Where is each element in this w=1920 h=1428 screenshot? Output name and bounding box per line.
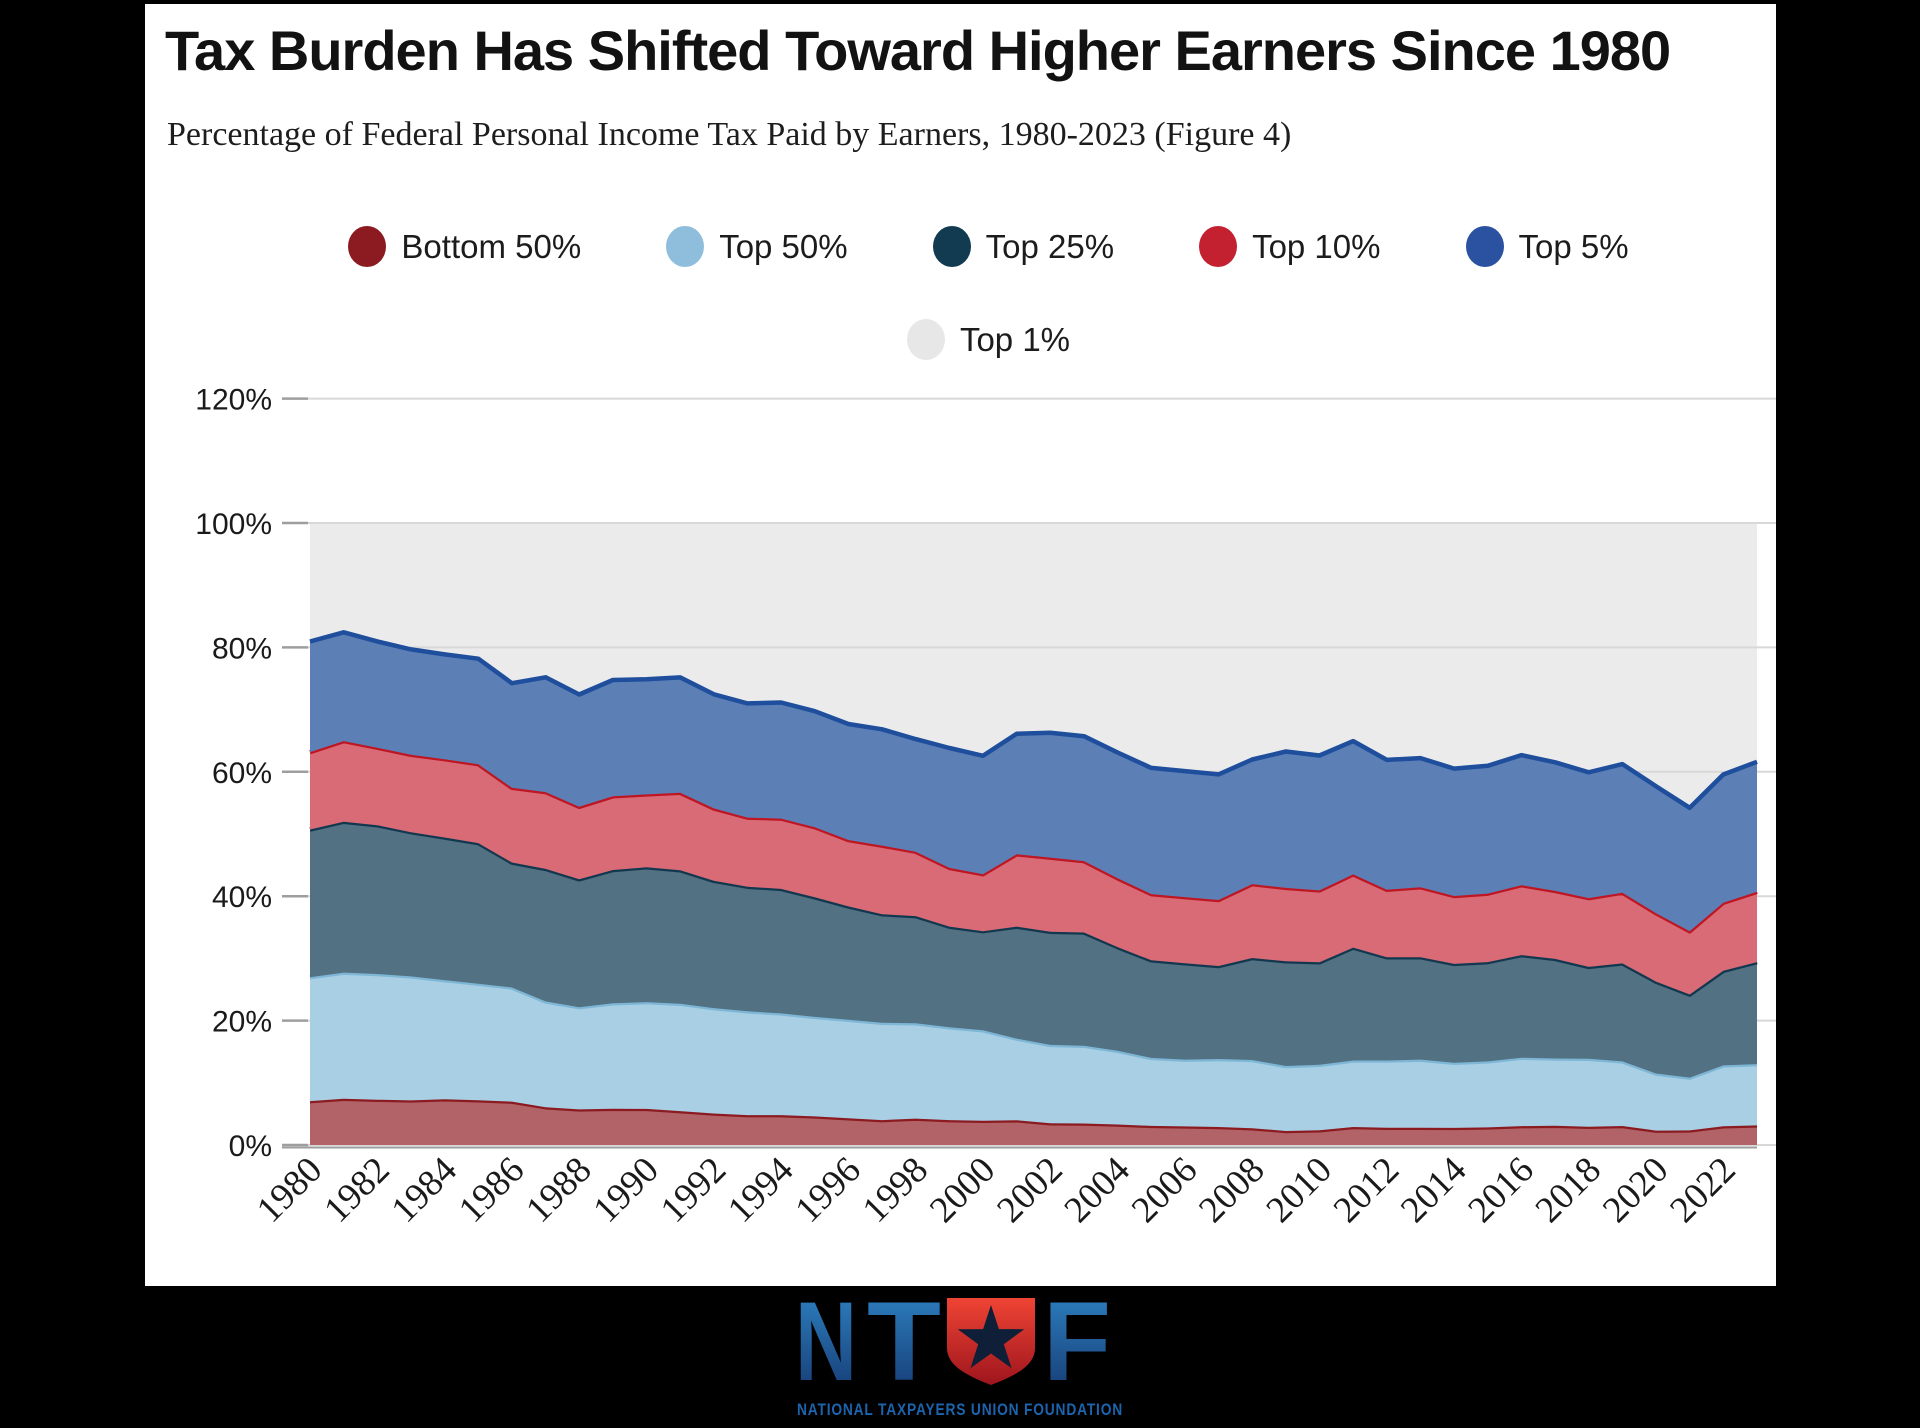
logo-letter-f: F: [1043, 1292, 1111, 1404]
logo-letter-t: T: [867, 1292, 941, 1404]
x-axis-label: 1996: [787, 1149, 868, 1230]
band-top25-line: [309, 819, 1758, 997]
legend-item: Bottom 50%: [348, 226, 581, 267]
legend-swatch-icon: [932, 226, 971, 267]
legend-swatch-icon: [1465, 226, 1504, 267]
legend-swatch-icon: [906, 319, 945, 360]
x-axis-label: 1982: [316, 1149, 397, 1230]
legend-label: Bottom 50%: [401, 227, 582, 265]
legend-label: Top 10%: [1252, 227, 1381, 265]
y-axis-label: 80%: [212, 632, 272, 665]
y-axis-label: 0%: [229, 1130, 272, 1163]
legend-swatch-icon: [348, 226, 387, 267]
legend-label: Top 50%: [719, 227, 848, 265]
x-axis-label: 2012: [1326, 1149, 1407, 1230]
chart-subtitle: Percentage of Federal Personal Income Ta…: [167, 116, 1292, 153]
y-axis-label: 120%: [195, 384, 272, 417]
legend-label: Top 25%: [985, 227, 1115, 265]
legend-row-2: Top 1%: [906, 319, 1071, 360]
legend-item: Top 25%: [932, 226, 1115, 267]
x-axis-label: 1988: [518, 1149, 599, 1230]
x-axis-label: 1990: [586, 1149, 667, 1230]
logo-star-icon: [957, 1305, 1025, 1369]
x-axis-label: 2020: [1595, 1149, 1676, 1230]
logo-letter-n: N: [795, 1292, 857, 1404]
legend-item: Top 10%: [1199, 226, 1381, 267]
legend-row-1: Bottom 50% Top 50% Top 25% Top 10% Top 5%: [348, 226, 1629, 267]
x-axis-label: 2022: [1662, 1149, 1743, 1230]
x-axis-label: 2018: [1528, 1149, 1609, 1230]
y-axis-label: 40%: [212, 881, 272, 914]
x-axis-label: 1986: [451, 1149, 532, 1230]
logo-subtext: NATIONAL TAXPAYERS UNION FOUNDATION: [797, 1400, 1123, 1419]
band-top10: [310, 741, 1757, 995]
legend-swatch-icon: [666, 226, 705, 267]
x-axis-label: 2002: [989, 1149, 1070, 1230]
legend-swatch-icon: [1199, 226, 1238, 267]
band-top5: [310, 632, 1757, 932]
band-top25: [310, 821, 1757, 1078]
chart-card: Tax Burden Has Shifted Toward Higher Ear…: [145, 4, 1776, 1286]
legend-label: Top 5%: [1518, 227, 1629, 265]
legend-item: Top 1%: [906, 319, 1071, 360]
x-axis-label: 2000: [922, 1149, 1003, 1230]
x-axis-label: 2014: [1393, 1149, 1474, 1230]
band-top5-line: [309, 630, 1758, 811]
x-axis-label: 2006: [1124, 1149, 1205, 1230]
x-axis-label: 1998: [855, 1149, 936, 1230]
page-title: Tax Burden Has Shifted Toward Higher Ear…: [165, 19, 1671, 82]
band-top1: [310, 523, 1757, 808]
y-axis-label: 100%: [195, 508, 272, 541]
ntuf-logo-svg: N T F NATIONAL TAXPAYERS UNION FOUNDATIO…: [795, 1292, 1123, 1419]
stacked-area-chart: 0%20%40%60%80%100%120%198019821984198619…: [195, 384, 1776, 1231]
y-axis-label: 20%: [212, 1006, 272, 1039]
x-axis-label: 2010: [1259, 1149, 1340, 1230]
ntuf-logo: N T F NATIONAL TAXPAYERS UNION FOUNDATIO…: [0, 1292, 1920, 1424]
band-top50: [310, 972, 1757, 1131]
x-axis-label: 1994: [720, 1149, 801, 1230]
x-axis-label: 2008: [1191, 1149, 1272, 1230]
y-axis-label: 60%: [212, 757, 272, 790]
legend-label: Top 1%: [959, 320, 1071, 358]
x-axis-label: 1992: [653, 1149, 734, 1230]
x-axis-label: 1984: [384, 1149, 465, 1230]
legend-item: Top 5%: [1465, 226, 1629, 267]
legend-item: Top 50%: [666, 226, 848, 267]
x-axis-label: 2004: [1057, 1149, 1138, 1230]
x-axis-label: 2016: [1460, 1149, 1541, 1230]
legend: Bottom 50% Top 50% Top 25% Top 10% Top 5% To…: [265, 226, 1712, 360]
